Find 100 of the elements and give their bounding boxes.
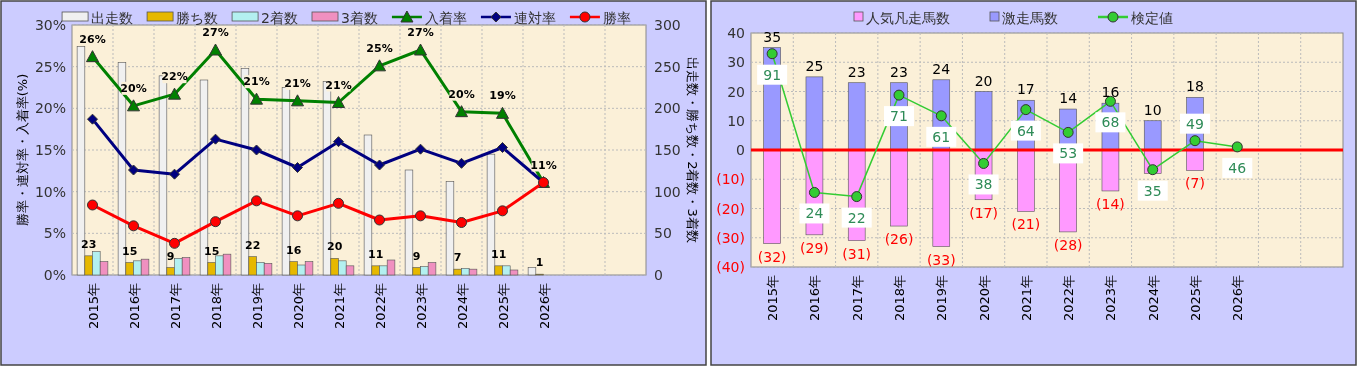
point: [1189, 135, 1201, 147]
y-tick-label: (20): [716, 200, 745, 217]
x-tick-label: 2020年: [976, 275, 992, 322]
data-label: 20%: [448, 87, 475, 101]
x-tick-label: 2015年: [765, 275, 781, 322]
point: [415, 143, 426, 155]
legend-label: 勝ち数: [176, 10, 219, 26]
data-label: 24: [805, 205, 824, 222]
data-label: 26%: [79, 32, 106, 46]
data-label: 15: [122, 244, 138, 258]
point: [374, 159, 385, 171]
point: [251, 195, 262, 207]
data-label: 25: [805, 57, 824, 74]
data-label: 46: [1228, 159, 1247, 176]
data-label: 22: [245, 238, 261, 252]
y2-axis-title: 出走数・勝ち数・2着数・3着数: [685, 57, 700, 243]
data-label: 49: [1186, 115, 1204, 132]
x-tick-label: 2017年: [167, 283, 183, 330]
y-tick-label: 0%: [43, 267, 66, 283]
data-label: (29): [800, 239, 829, 256]
data-label: 21%: [284, 76, 311, 90]
point: [251, 144, 262, 156]
data-label: 68: [1101, 114, 1120, 131]
y-tick-label: 40: [727, 25, 745, 41]
data-label: 23: [81, 237, 97, 251]
point: [128, 164, 139, 176]
x-tick-label: 2024年: [1145, 275, 1161, 322]
point: [497, 205, 508, 217]
bar: [1017, 149, 1035, 212]
point: [1231, 141, 1243, 153]
x-tick-label: 2023年: [413, 283, 429, 330]
point: [210, 133, 221, 145]
point: [209, 43, 222, 56]
data-label: 21%: [325, 78, 352, 92]
legend-label: 検定値: [1131, 10, 1173, 26]
data-label: 21%: [243, 75, 270, 89]
data-label: (26): [884, 231, 914, 248]
point: [497, 142, 508, 153]
data-label: 11: [368, 247, 384, 261]
data-label: (28): [1053, 236, 1083, 253]
point: [851, 191, 863, 203]
point: [456, 157, 467, 169]
x-tick-label: 2026年: [1230, 275, 1246, 322]
point: [1147, 164, 1159, 176]
data-label: 16: [286, 243, 302, 257]
data-label: 19%: [489, 89, 516, 103]
legend-label: 3着数: [341, 10, 378, 26]
y-tick-label: (40): [716, 259, 745, 275]
x-tick-label: 2020年: [290, 283, 306, 330]
y2-tick-label: 300: [654, 17, 681, 33]
x-tick-label: 2025年: [495, 283, 511, 330]
x-tick-label: 2016年: [807, 275, 823, 322]
data-label: 15: [204, 244, 220, 258]
y-tick-label: 25%: [34, 58, 66, 75]
point: [169, 168, 180, 180]
data-label: 11: [491, 247, 507, 261]
y2-tick-label: 150: [654, 142, 681, 158]
y2-tick-label: 50: [654, 225, 672, 242]
point: [1020, 104, 1032, 116]
data-label: 14: [1059, 90, 1078, 107]
point: [332, 96, 345, 108]
x-tick-label: 2023年: [1103, 275, 1119, 322]
data-label: 27%: [407, 26, 434, 39]
point: [414, 43, 427, 56]
data-label: 91: [763, 66, 782, 83]
data-label: 22%: [161, 70, 188, 84]
point: [415, 210, 426, 222]
x-tick-label: 2018年: [208, 283, 224, 330]
data-label: (14): [1096, 195, 1125, 212]
data-label: (21): [1011, 216, 1041, 233]
data-label: 22: [847, 209, 866, 226]
bar: [890, 149, 908, 227]
point: [808, 186, 820, 198]
point: [496, 106, 509, 119]
data-label: 9: [412, 249, 421, 263]
data-label: 25%: [366, 41, 393, 55]
legend-label: 勝率: [602, 10, 631, 26]
x-tick-label: 2022年: [372, 283, 388, 330]
point: [374, 214, 385, 226]
bar: [763, 149, 781, 244]
data-label: 17: [1016, 81, 1035, 98]
y-tick-label: 20%: [34, 100, 66, 117]
legend-label: 入着率: [424, 10, 467, 26]
x-tick-label: 2015年: [85, 283, 101, 330]
legend-label: 出走数: [91, 10, 134, 26]
y-tick-label: 15%: [34, 142, 66, 158]
y-tick-label: 0: [736, 142, 745, 158]
bar: [805, 76, 824, 151]
point: [87, 199, 98, 211]
x-tick-label: 2017年: [849, 275, 865, 322]
data-label: 35: [763, 28, 782, 45]
point: [128, 220, 139, 232]
y-axis-title: 勝率・連対率・入着率(%): [15, 73, 30, 227]
x-tick-label: 2026年: [536, 283, 552, 330]
data-label: (31): [842, 245, 872, 262]
data-label: 53: [1059, 145, 1078, 162]
data-label: 24: [932, 60, 951, 77]
y-tick-label: (30): [716, 229, 745, 246]
y2-tick-label: 200: [654, 100, 681, 117]
point: [935, 110, 947, 122]
